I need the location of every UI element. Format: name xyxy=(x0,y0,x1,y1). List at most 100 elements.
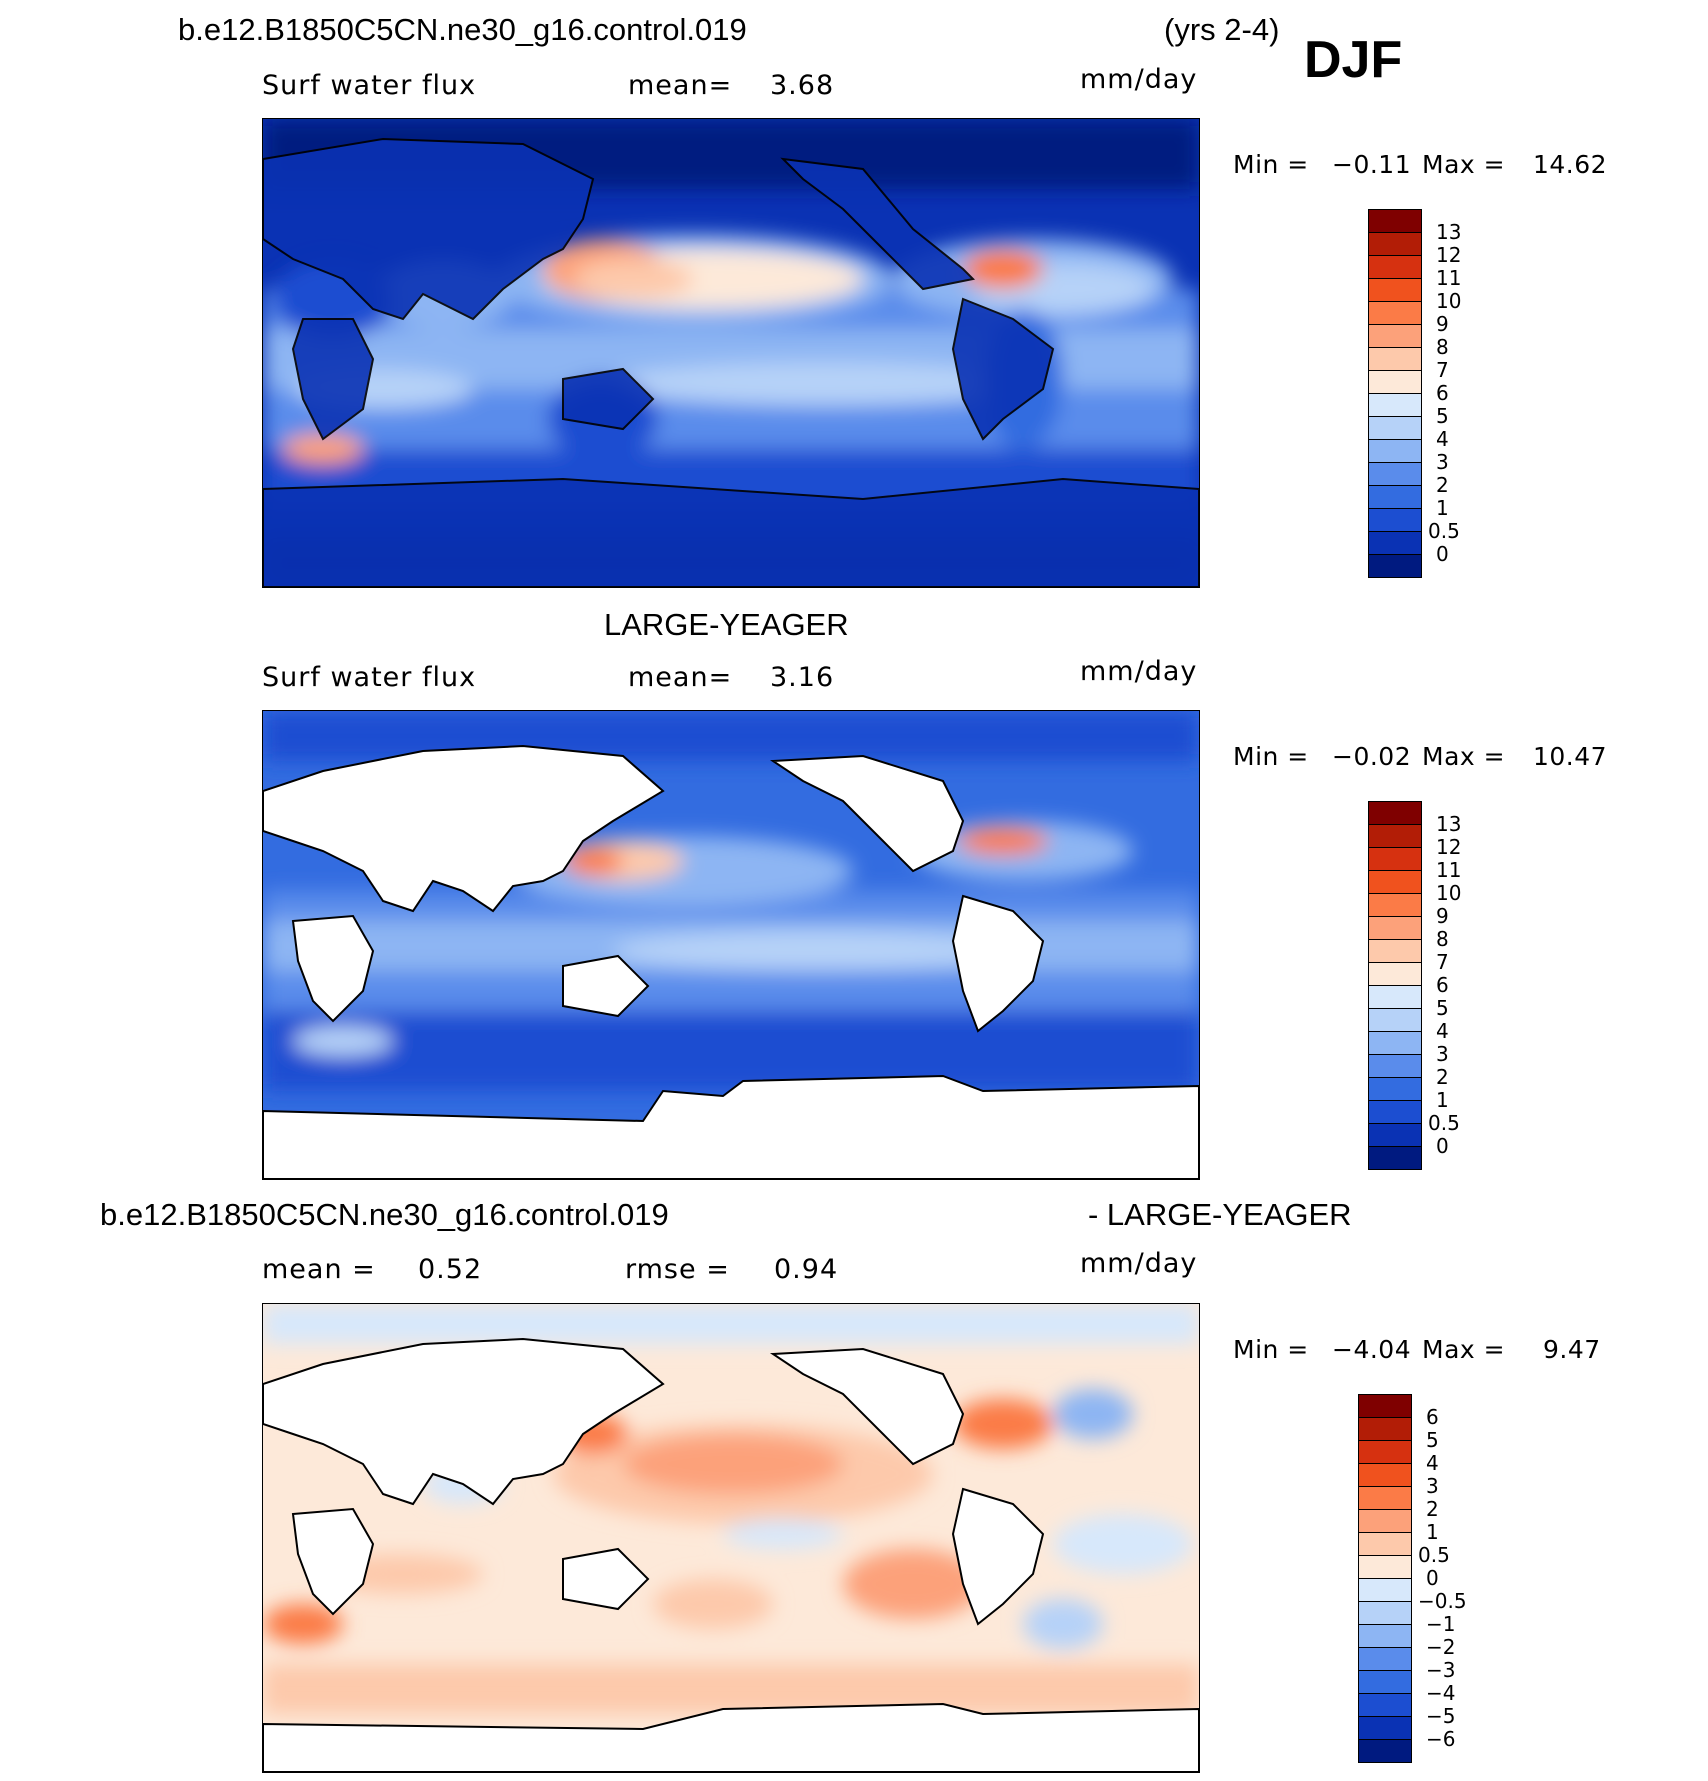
colorbar-tick-label: 10 xyxy=(1436,289,1462,313)
colorbar-tick-label: 3 xyxy=(1426,1474,1439,1498)
panel1-max-label: Max = xyxy=(1422,150,1506,179)
colorbar-tick-label: 6 xyxy=(1436,381,1449,405)
colorbar-tick-label: −6 xyxy=(1426,1727,1456,1751)
colorbar-swatch xyxy=(1358,1601,1412,1625)
colorbar-tick-label: 13 xyxy=(1436,812,1462,836)
colorbar-tick-label: 11 xyxy=(1436,858,1462,882)
colorbar-swatch xyxy=(1368,370,1422,394)
colorbar-swatch xyxy=(1368,347,1422,371)
panel3-map xyxy=(262,1303,1200,1773)
colorbar-tick-label: 2 xyxy=(1436,473,1449,497)
colorbar-tick-label: 1 xyxy=(1426,1520,1439,1544)
colorbar-swatch xyxy=(1368,232,1422,256)
panel2-max-value: 10.47 xyxy=(1533,742,1608,771)
colorbar-swatch xyxy=(1368,301,1422,325)
panel2-title: LARGE-YEAGER xyxy=(604,607,849,642)
panel2-min-label: Min = xyxy=(1233,742,1309,771)
colorbar-tick-label: −2 xyxy=(1426,1635,1456,1659)
colorbar-tick-label: 7 xyxy=(1436,950,1449,974)
colorbar-tick-label: −0.5 xyxy=(1418,1589,1467,1613)
panel1-variable: Surf water flux xyxy=(262,70,477,101)
panel2-max-label: Max = xyxy=(1422,742,1506,771)
panel1-map xyxy=(262,118,1200,588)
colorbar-tick-label: −3 xyxy=(1426,1658,1456,1682)
colorbar-swatch xyxy=(1368,939,1422,963)
colorbar-swatch xyxy=(1358,1394,1412,1418)
panel2-map xyxy=(262,710,1200,1180)
colorbar-tick-label: 7 xyxy=(1436,358,1449,382)
colorbar-swatch xyxy=(1368,554,1422,578)
colorbar-swatch xyxy=(1358,1716,1412,1740)
years-label: (yrs 2-4) xyxy=(1164,12,1280,47)
panel1-mean-label: mean= xyxy=(628,70,733,101)
colorbar-tick-label: 2 xyxy=(1426,1497,1439,1521)
colorbar-tick-label: 3 xyxy=(1436,450,1449,474)
colorbar-swatch xyxy=(1358,1578,1412,1602)
colorbar-swatch xyxy=(1368,324,1422,348)
colorbar-swatch xyxy=(1368,893,1422,917)
panel3-rmse-value: 0.94 xyxy=(774,1254,839,1285)
colorbar-swatch xyxy=(1368,462,1422,486)
colorbar-tick-label: 11 xyxy=(1436,266,1462,290)
panel1-max-value: 14.62 xyxy=(1533,150,1608,179)
colorbar-swatch xyxy=(1358,1532,1412,1556)
colorbar-tick-label: 4 xyxy=(1426,1451,1439,1475)
colorbar-tick-label: −5 xyxy=(1426,1704,1456,1728)
colorbar-swatch xyxy=(1358,1417,1412,1441)
panel2-mean-value: 3.16 xyxy=(770,662,835,693)
panel2-min-value: −0.02 xyxy=(1332,742,1412,771)
colorbar-swatch xyxy=(1358,1509,1412,1533)
colorbar-swatch xyxy=(1368,824,1422,848)
colorbar-tick-label: 8 xyxy=(1436,335,1449,359)
colorbar-tick-label: 3 xyxy=(1436,1042,1449,1066)
colorbar-swatch xyxy=(1358,1463,1412,1487)
colorbar-swatch xyxy=(1368,1054,1422,1078)
colorbar-tick-label: 10 xyxy=(1436,881,1462,905)
panel2-mean-label: mean= xyxy=(628,662,733,693)
colorbar-tick-label: 0.5 xyxy=(1418,1543,1450,1567)
colorbar-tick-label: −1 xyxy=(1426,1612,1456,1636)
colorbar-swatch xyxy=(1368,916,1422,940)
colorbar-swatch xyxy=(1368,1077,1422,1101)
panel1-units: mm/day xyxy=(1080,64,1198,95)
colorbar-tick-label: 6 xyxy=(1426,1405,1439,1429)
panel3-max-value: 9.47 xyxy=(1543,1335,1601,1364)
colorbar-swatch xyxy=(1368,278,1422,302)
colorbar-swatch xyxy=(1368,209,1422,233)
colorbar-tick-label: 0 xyxy=(1436,1134,1449,1158)
colorbar-swatch xyxy=(1358,1555,1412,1579)
colorbar-swatch xyxy=(1368,962,1422,986)
colorbar-swatch xyxy=(1358,1670,1412,1694)
case-title: b.e12.B1850C5CN.ne30_g16.control.019 xyxy=(178,12,747,47)
colorbar-swatch xyxy=(1368,985,1422,1009)
colorbar-swatch xyxy=(1368,847,1422,871)
colorbar-tick-label: 5 xyxy=(1436,996,1449,1020)
panel3-rmse-label: rmse = xyxy=(625,1254,730,1285)
colorbar-tick-label: 0 xyxy=(1436,542,1449,566)
colorbar-swatch xyxy=(1358,1739,1412,1763)
colorbar-tick-label: 6 xyxy=(1436,973,1449,997)
panel1-min-value: −0.11 xyxy=(1332,150,1412,179)
panel1-min-label: Min = xyxy=(1233,150,1309,179)
panel3-mean-value: 0.52 xyxy=(418,1254,483,1285)
colorbar-tick-label: 2 xyxy=(1436,1065,1449,1089)
colorbar-tick-label: 8 xyxy=(1436,927,1449,951)
colorbar-tick-label: 5 xyxy=(1426,1428,1439,1452)
colorbar-swatch xyxy=(1368,485,1422,509)
panel3-title-right: - LARGE-YEAGER xyxy=(1088,1197,1352,1232)
colorbar-tick-label: 0.5 xyxy=(1428,519,1460,543)
colorbar-tick-label: 1 xyxy=(1436,496,1449,520)
colorbar-tick-label: 4 xyxy=(1436,427,1449,451)
panel3-max-label: Max = xyxy=(1422,1335,1506,1364)
colorbar-swatch xyxy=(1358,1440,1412,1464)
colorbar-swatch xyxy=(1358,1647,1412,1671)
colorbar-tick-label: 0.5 xyxy=(1428,1111,1460,1135)
colorbar-swatch xyxy=(1368,255,1422,279)
panel2-variable: Surf water flux xyxy=(262,662,477,693)
panel2-units: mm/day xyxy=(1080,656,1198,687)
colorbar-swatch xyxy=(1358,1624,1412,1648)
colorbar-swatch xyxy=(1368,508,1422,532)
colorbar-swatch xyxy=(1368,1008,1422,1032)
colorbar-swatch xyxy=(1368,870,1422,894)
season-label: DJF xyxy=(1304,31,1403,89)
